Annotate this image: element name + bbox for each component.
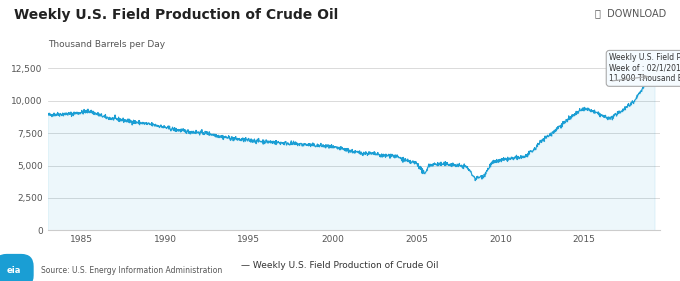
Text: — Weekly U.S. Field Production of Crude Oil: — Weekly U.S. Field Production of Crude … bbox=[241, 261, 439, 270]
Text: eia: eia bbox=[7, 266, 21, 275]
Text: Source: U.S. Energy Information Administration: Source: U.S. Energy Information Administ… bbox=[41, 266, 222, 275]
Text: Thousand Barrels per Day: Thousand Barrels per Day bbox=[48, 40, 165, 49]
Text: ⤓  DOWNLOAD: ⤓ DOWNLOAD bbox=[595, 8, 666, 19]
Text: Weekly U.S. Field Production of Crude Oil
Week of : 02/1/2019
11,900 Thousand Ba: Weekly U.S. Field Production of Crude Oi… bbox=[609, 53, 680, 83]
Text: Weekly U.S. Field Production of Crude Oil: Weekly U.S. Field Production of Crude Oi… bbox=[14, 8, 338, 22]
